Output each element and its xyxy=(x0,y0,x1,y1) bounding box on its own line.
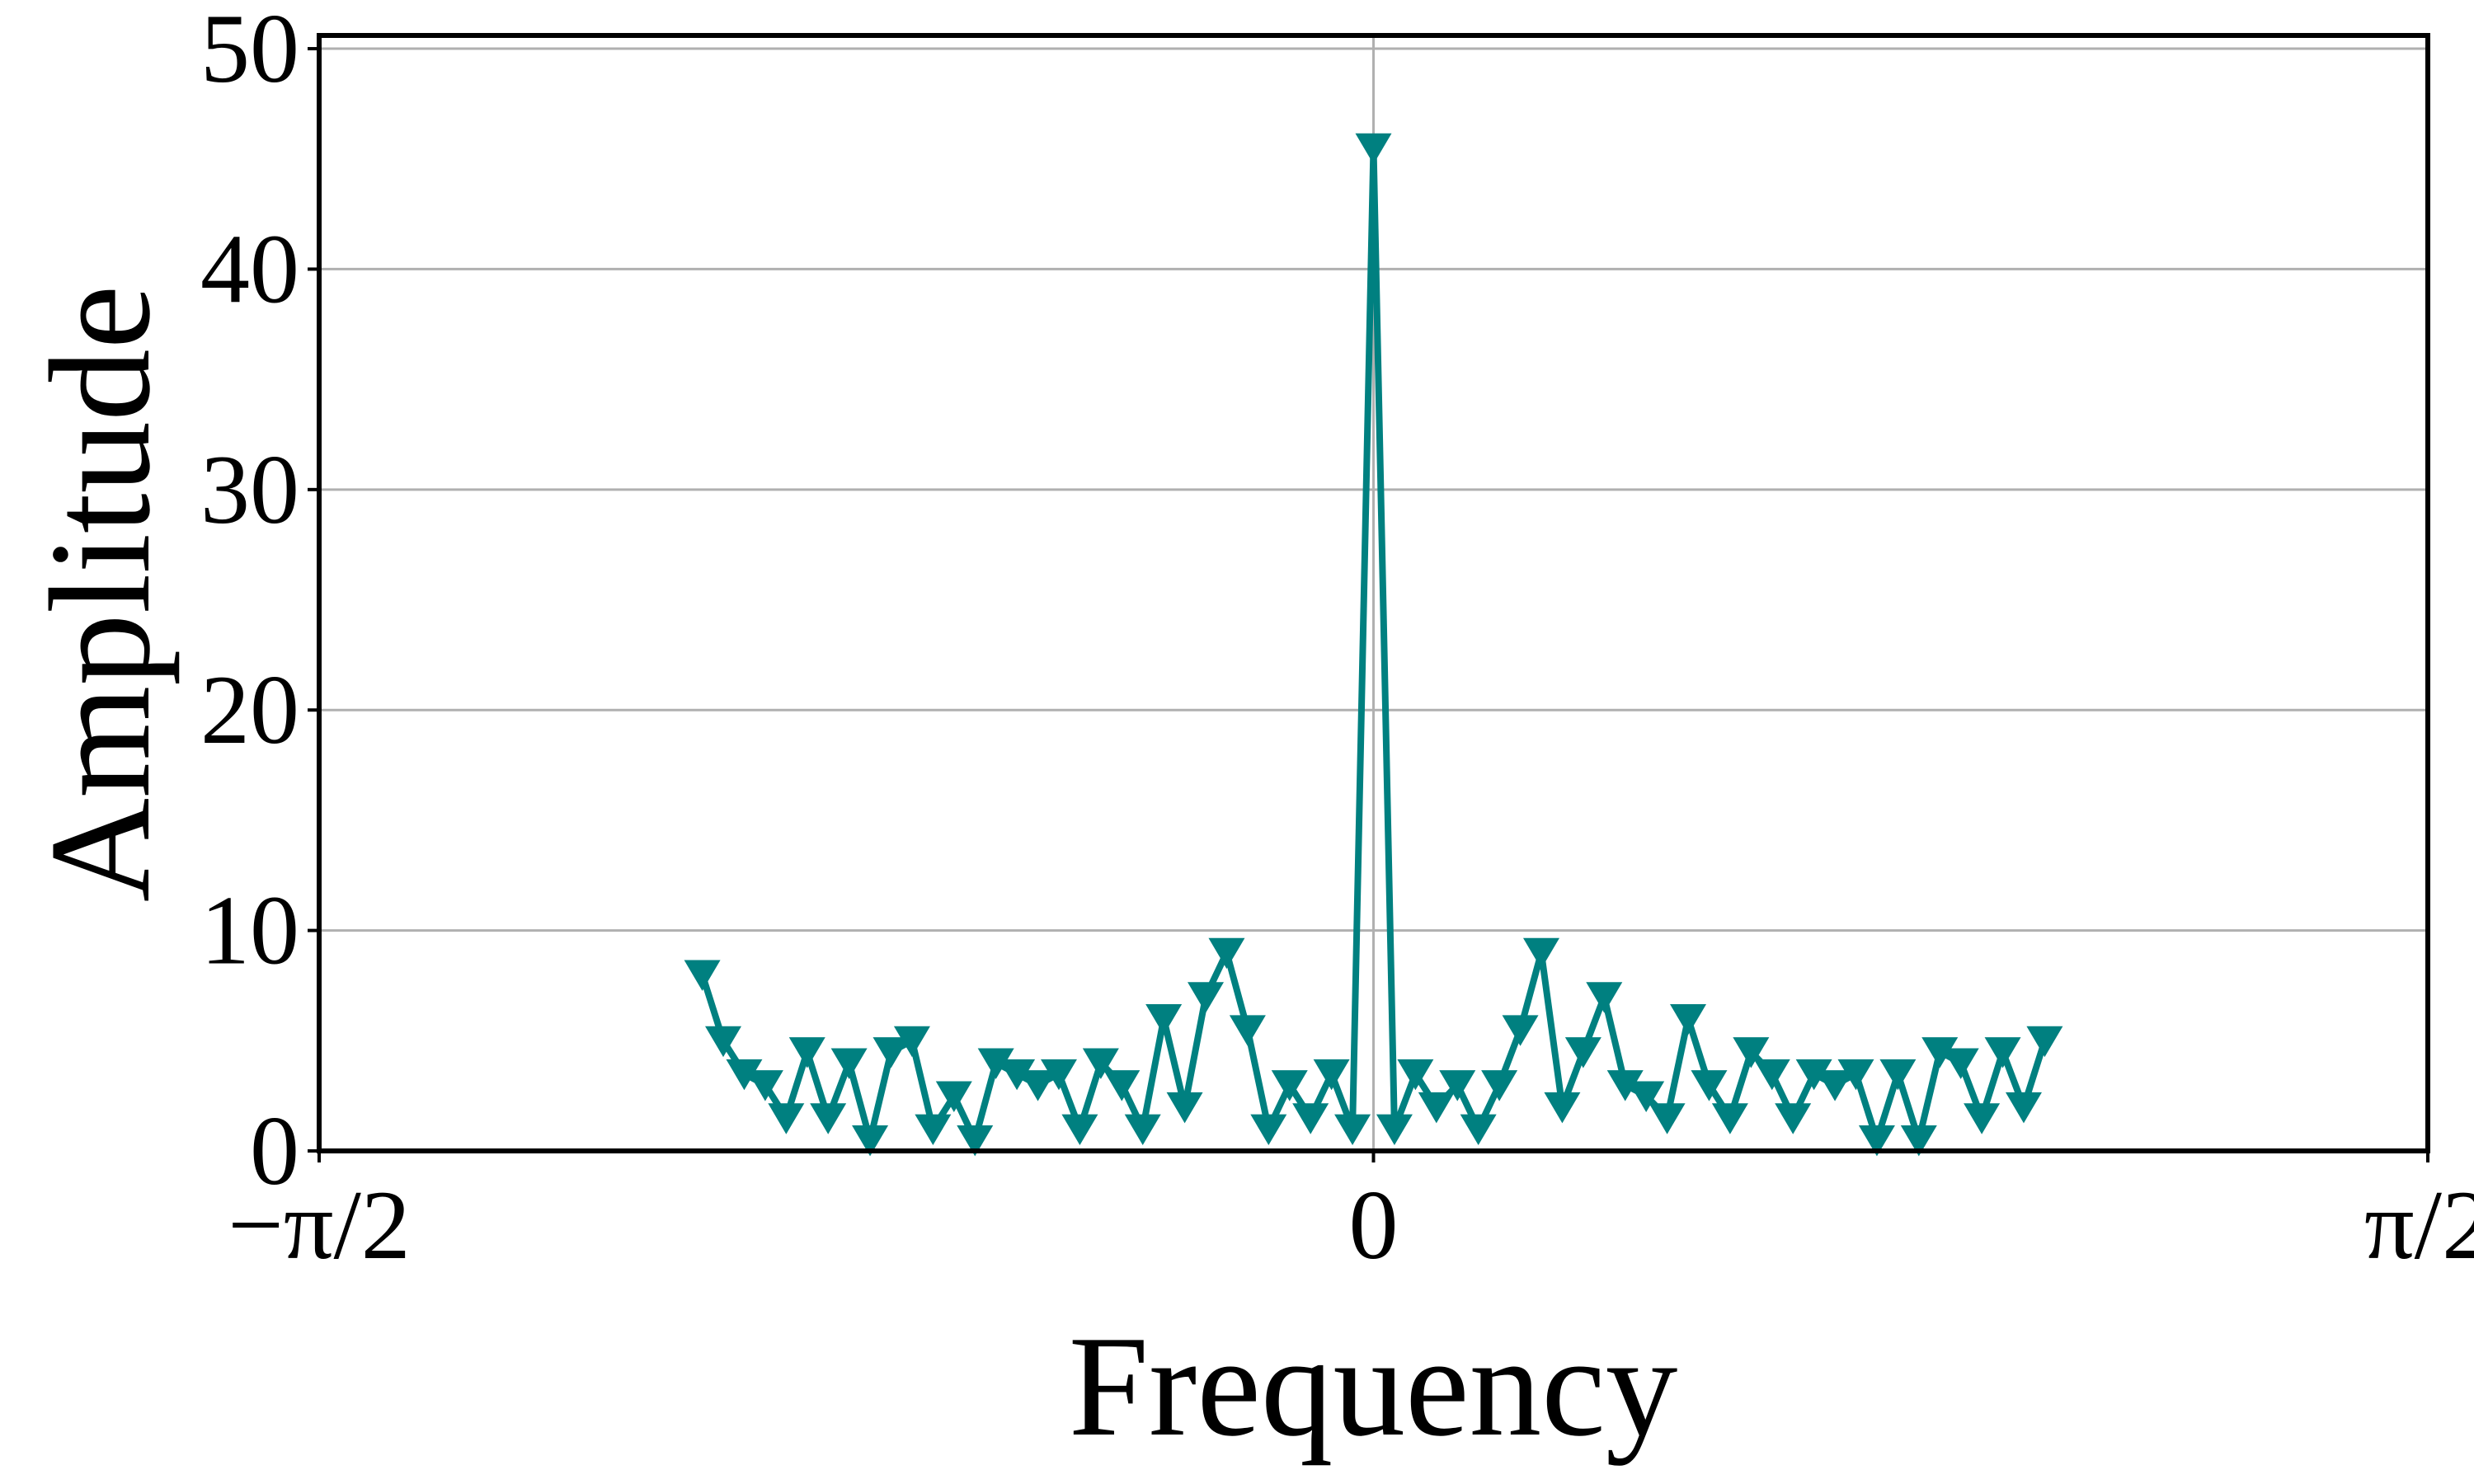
marker xyxy=(1900,1125,1937,1157)
marker xyxy=(1061,1114,1098,1146)
marker xyxy=(1649,1103,1686,1134)
marker xyxy=(1817,1070,1854,1101)
marker xyxy=(1313,1059,1350,1091)
marker xyxy=(1964,1103,2001,1134)
marker xyxy=(1795,1059,1832,1091)
marker xyxy=(999,1059,1036,1091)
marker xyxy=(1397,1059,1434,1091)
marker xyxy=(1942,1048,1979,1079)
marker xyxy=(684,960,721,991)
y-tick-label: 10 xyxy=(200,876,299,985)
marker xyxy=(1271,1070,1308,1101)
marker xyxy=(705,1026,742,1058)
marker xyxy=(1544,1092,1581,1124)
marker xyxy=(872,1037,910,1068)
marker xyxy=(1984,1037,2021,1068)
marker xyxy=(726,1059,763,1091)
marker xyxy=(1481,1070,1518,1101)
marker xyxy=(1439,1070,1476,1101)
marker xyxy=(1921,1037,1959,1068)
marker xyxy=(1460,1114,1497,1146)
marker xyxy=(1879,1059,1917,1091)
marker xyxy=(1292,1103,1329,1134)
y-tick-label: 20 xyxy=(200,655,299,764)
marker xyxy=(1208,937,1245,970)
y-tick-label: 30 xyxy=(200,434,299,544)
marker xyxy=(1586,982,1623,1013)
marker xyxy=(1502,1015,1539,1046)
marker xyxy=(1775,1103,1812,1134)
y-axis-label: Amplitude xyxy=(20,285,180,903)
marker xyxy=(1334,1114,1371,1146)
x-tick-label: 0 xyxy=(1349,1170,1399,1280)
marker xyxy=(915,1114,952,1146)
marker xyxy=(1418,1092,1455,1124)
marker xyxy=(1082,1048,1119,1079)
x-tick-label: π/2 xyxy=(2364,1170,2474,1280)
marker xyxy=(1753,1059,1790,1091)
marker xyxy=(1145,1003,1183,1036)
marker xyxy=(1376,1114,1413,1146)
marker xyxy=(746,1070,783,1101)
marker xyxy=(2005,1092,2042,1124)
marker xyxy=(1691,1070,1728,1101)
marker xyxy=(1522,937,1559,970)
marker xyxy=(935,1081,972,1112)
marker xyxy=(893,1026,930,1058)
marker xyxy=(1670,1003,1707,1036)
marker xyxy=(1124,1114,1161,1146)
marker xyxy=(1188,982,1225,1013)
x-axis-label: Frequency xyxy=(1069,1306,1678,1466)
marker xyxy=(768,1103,805,1134)
marker xyxy=(1606,1070,1644,1101)
y-tick-label: 40 xyxy=(200,214,299,323)
marker xyxy=(810,1103,847,1134)
marker xyxy=(1711,1103,1748,1134)
marker xyxy=(1628,1081,1665,1112)
marker xyxy=(1103,1070,1141,1101)
marker xyxy=(1837,1059,1874,1091)
marker xyxy=(977,1048,1014,1079)
marker xyxy=(830,1048,868,1079)
marker xyxy=(1564,1037,1602,1068)
marker xyxy=(1229,1015,1266,1046)
marker xyxy=(1166,1092,1203,1124)
marker xyxy=(1858,1125,1895,1157)
marker xyxy=(852,1125,889,1157)
marker xyxy=(1355,133,1392,165)
marker xyxy=(1019,1070,1056,1101)
marker xyxy=(788,1037,825,1068)
marker xyxy=(957,1125,994,1157)
marker xyxy=(2026,1026,2063,1058)
y-tick-label: 0 xyxy=(250,1096,299,1205)
marker xyxy=(1040,1059,1077,1091)
x-tick-label: −π/2 xyxy=(228,1170,411,1280)
y-tick-label: 50 xyxy=(200,0,299,103)
marker xyxy=(1250,1114,1287,1146)
plot-frame xyxy=(317,33,2430,1153)
marker xyxy=(1733,1037,1770,1068)
